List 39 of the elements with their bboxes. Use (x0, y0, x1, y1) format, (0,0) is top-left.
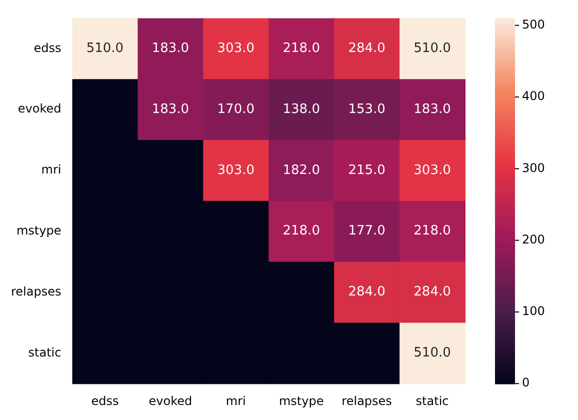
data-label: 170.0 (217, 102, 254, 117)
data-label: 177.0 (348, 224, 386, 239)
color-bar-label: 0 (522, 376, 530, 390)
y-tick-label: edss (34, 40, 62, 55)
x-tick-label: relapses (342, 394, 392, 408)
data-label: 183.0 (152, 41, 190, 56)
data-label: 215.0 (348, 162, 386, 178)
data-label: 153.0 (348, 102, 386, 117)
y-tick-label: mstype (16, 223, 62, 238)
x-tick-label: static (416, 394, 449, 408)
data-label: 303.0 (217, 41, 254, 56)
data-label: 218.0 (414, 224, 451, 239)
y-tick-label: mri (41, 162, 62, 177)
y-tick-label: relapses (10, 284, 62, 298)
data-label: 510.0 (414, 346, 451, 361)
color-bar-label: 400 (522, 89, 545, 104)
data-label: 303.0 (414, 162, 451, 178)
data-label: 284.0 (348, 284, 386, 300)
data-label: 138.0 (282, 102, 320, 117)
data-label: 182.0 (282, 162, 320, 178)
color-bar-label: 200 (522, 232, 545, 246)
x-tick-label: evoked (148, 394, 192, 408)
x-tick-label: edss (91, 394, 119, 408)
x-tick-label: mstype (278, 394, 324, 408)
y-tick-label: evoked (18, 102, 62, 116)
data-label: 510.0 (86, 41, 124, 56)
data-label: 303.0 (217, 162, 254, 178)
data-label: 183.0 (152, 102, 190, 117)
color-bar-label: 100 (522, 304, 545, 318)
color-bar-label: 500 (522, 17, 545, 32)
y-tick-label: static (28, 345, 62, 360)
color-bar-label: 300 (522, 160, 545, 175)
x-tick-label: mri (226, 394, 246, 408)
data-label: 218.0 (282, 41, 320, 56)
data-label: 183.0 (414, 102, 451, 117)
data-label: 284.0 (414, 284, 451, 300)
data-label: 218.0 (282, 224, 320, 239)
data-label: 510.0 (414, 41, 451, 56)
data-label: 284.0 (348, 41, 386, 56)
